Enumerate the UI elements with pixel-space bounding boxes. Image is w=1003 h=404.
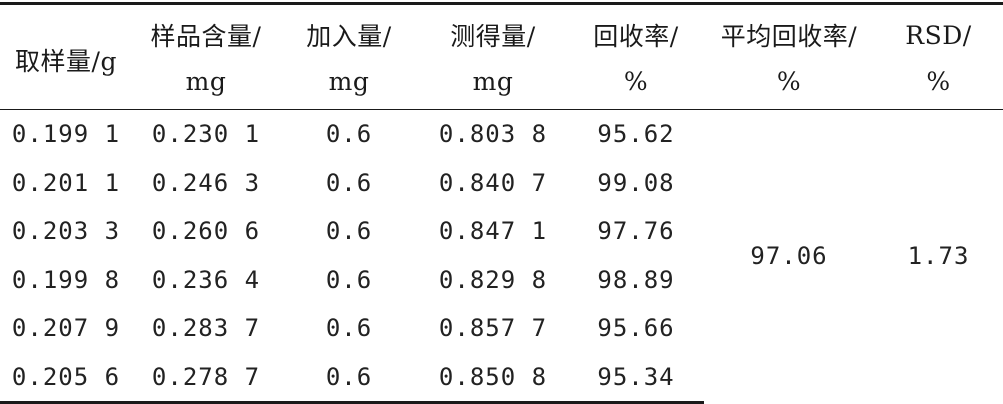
cell-recovery: 97.76 [597, 217, 675, 246]
cell-sample-content: 0.283 7 [151, 314, 261, 343]
cell-added-amount: 0.6 [280, 352, 418, 404]
header-sample-content: 样品含量/ [132, 2, 280, 59]
cell-recovery: 95.62 [597, 120, 675, 149]
header-row: 取样量/g 样品含量/ 加入量/ 测得量/ 回收率/ 平均回收率/ RSD/ [0, 2, 1003, 110]
cell-measured-amount: 0.850 8 [418, 352, 568, 404]
table-row: 0.199 1 0.230 1 0.6 0.803 8 95.62 97.06 … [0, 110, 1003, 270]
cell-sample-mass: 0.207 9 [11, 314, 121, 343]
cell-sample-content: 0.260 6 [151, 217, 261, 246]
table-row: 0.199 8 0.236 4 0.6 0.829 8 98.89 [0, 256, 1003, 305]
cell-sample-mass: 0.201 1 [11, 168, 121, 197]
cell-rsd: 1.73 [907, 242, 970, 271]
cell-measured-amount: 0.840 7 [438, 168, 548, 197]
header-rsd: RSD/ [874, 2, 1003, 59]
header-measured-amount-unit: mg [418, 59, 568, 110]
header-sample-mass: 取样量/g [0, 2, 132, 110]
cell-sample-content: 0.278 7 [132, 352, 280, 404]
header-recovery-unit: % [568, 59, 704, 110]
header-average-recovery: 平均回收率/ [704, 2, 874, 59]
header-average-recovery-unit: % [704, 59, 874, 110]
cell-average-recovery: 97.06 [750, 242, 828, 271]
cell-sample-mass: 0.199 1 [11, 120, 121, 149]
cell-added-amount: 0.6 [325, 314, 373, 343]
cell-added-amount: 0.6 [325, 120, 373, 149]
cell-sample-mass: 0.199 8 [11, 265, 121, 294]
cell-measured-amount: 0.803 8 [438, 120, 548, 149]
cell-measured-amount: 0.857 7 [438, 314, 548, 343]
cell-recovery: 99.08 [597, 168, 675, 197]
cell-added-amount: 0.6 [325, 217, 373, 246]
header-recovery: 回收率/ [568, 2, 704, 59]
cell-recovery: 95.34 [568, 352, 704, 404]
cell-added-amount: 0.6 [325, 265, 373, 294]
cell-added-amount: 0.6 [325, 168, 373, 197]
header-sample-content-unit: mg [132, 59, 280, 110]
table-row: 0.207 9 0.283 7 0.6 0.857 7 95.66 [0, 304, 1003, 353]
header-rsd-unit: % [874, 59, 1003, 110]
cell-sample-mass: 0.205 6 [0, 352, 132, 404]
header-measured-amount: 测得量/ [418, 2, 568, 59]
cell-measured-amount: 0.847 1 [438, 217, 548, 246]
table-row: 0.201 1 0.246 3 0.6 0.840 7 99.08 [0, 159, 1003, 208]
cell-measured-amount: 0.829 8 [438, 265, 548, 294]
cell-sample-content: 0.236 4 [151, 265, 261, 294]
cell-recovery: 98.89 [597, 265, 675, 294]
cell-sample-mass: 0.203 3 [11, 217, 121, 246]
cell-sample-content: 0.230 1 [151, 120, 261, 149]
cell-recovery: 95.66 [597, 314, 675, 343]
cell-sample-content: 0.246 3 [151, 168, 261, 197]
table-row: 0.203 3 0.260 6 0.6 0.847 1 97.76 [0, 207, 1003, 256]
header-added-amount-unit: mg [280, 59, 418, 110]
header-added-amount: 加入量/ [280, 2, 418, 59]
header-units-row: mg mg mg % % % [0, 59, 1003, 110]
